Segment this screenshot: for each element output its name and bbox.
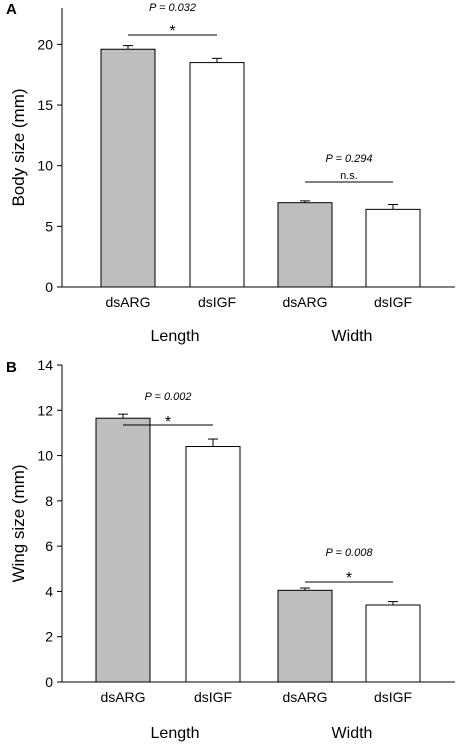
bar <box>185 446 241 683</box>
x-tick-label: dsARG <box>282 294 327 310</box>
significance-marker: n.s. <box>340 170 358 182</box>
y-tick-label: 0 <box>45 279 53 295</box>
y-tick-label: 20 <box>37 36 53 52</box>
y-tick-label: 8 <box>45 493 53 509</box>
bar <box>365 208 421 288</box>
p-value-label: P = 0.032 <box>149 2 196 14</box>
y-tick-label: 10 <box>37 158 53 174</box>
p-value-label: P = 0.002 <box>145 391 192 403</box>
panel-label: B <box>6 359 17 376</box>
bar <box>277 202 333 288</box>
y-tick-label: 10 <box>37 448 53 464</box>
p-value-label: P = 0.294 <box>326 153 373 165</box>
group-label: Length <box>151 725 200 742</box>
p-value-label: P = 0.008 <box>326 547 374 559</box>
bar <box>189 62 245 288</box>
x-tick-label: dsARG <box>282 689 327 705</box>
significance-marker: * <box>346 570 352 587</box>
y-tick-label: 4 <box>45 583 53 599</box>
y-tick-label: 0 <box>45 674 53 690</box>
panel-A: A 0 5 10 15 20 Body size (mm) dsARG dsIGF dsARG ds… <box>6 1 455 345</box>
bar <box>277 589 333 683</box>
group-label: Width <box>332 328 373 345</box>
bar <box>365 604 421 683</box>
x-tick-label: dsIGF <box>194 689 232 705</box>
y-axis-label: Body size (mm) <box>9 88 28 206</box>
x-tick-label: dsARG <box>100 689 145 705</box>
y-axis-label: Wing size (mm) <box>9 464 28 582</box>
bar <box>95 417 151 683</box>
bar <box>100 48 156 288</box>
group-label: Width <box>332 725 373 742</box>
x-tick-label: dsIGF <box>198 294 236 310</box>
x-tick-label: dsIGF <box>374 689 412 705</box>
y-tick-label: 14 <box>37 357 53 373</box>
y-tick-label: 15 <box>37 97 53 113</box>
panel-B: B 0 2 4 6 8 10 12 14 Wing size (mm) dsARG dsIGF dsAR… <box>6 357 455 742</box>
y-tick-label: 5 <box>45 218 53 234</box>
significance-marker: * <box>169 23 175 40</box>
significance-marker: * <box>165 414 171 431</box>
y-tick-label: 2 <box>45 629 53 645</box>
x-tick-label: dsIGF <box>374 294 412 310</box>
panel-label: A <box>6 1 17 18</box>
y-tick-label: 12 <box>37 402 53 418</box>
x-tick-label: dsARG <box>105 294 150 310</box>
y-tick-label: 6 <box>45 538 53 554</box>
group-label: Length <box>151 328 200 345</box>
